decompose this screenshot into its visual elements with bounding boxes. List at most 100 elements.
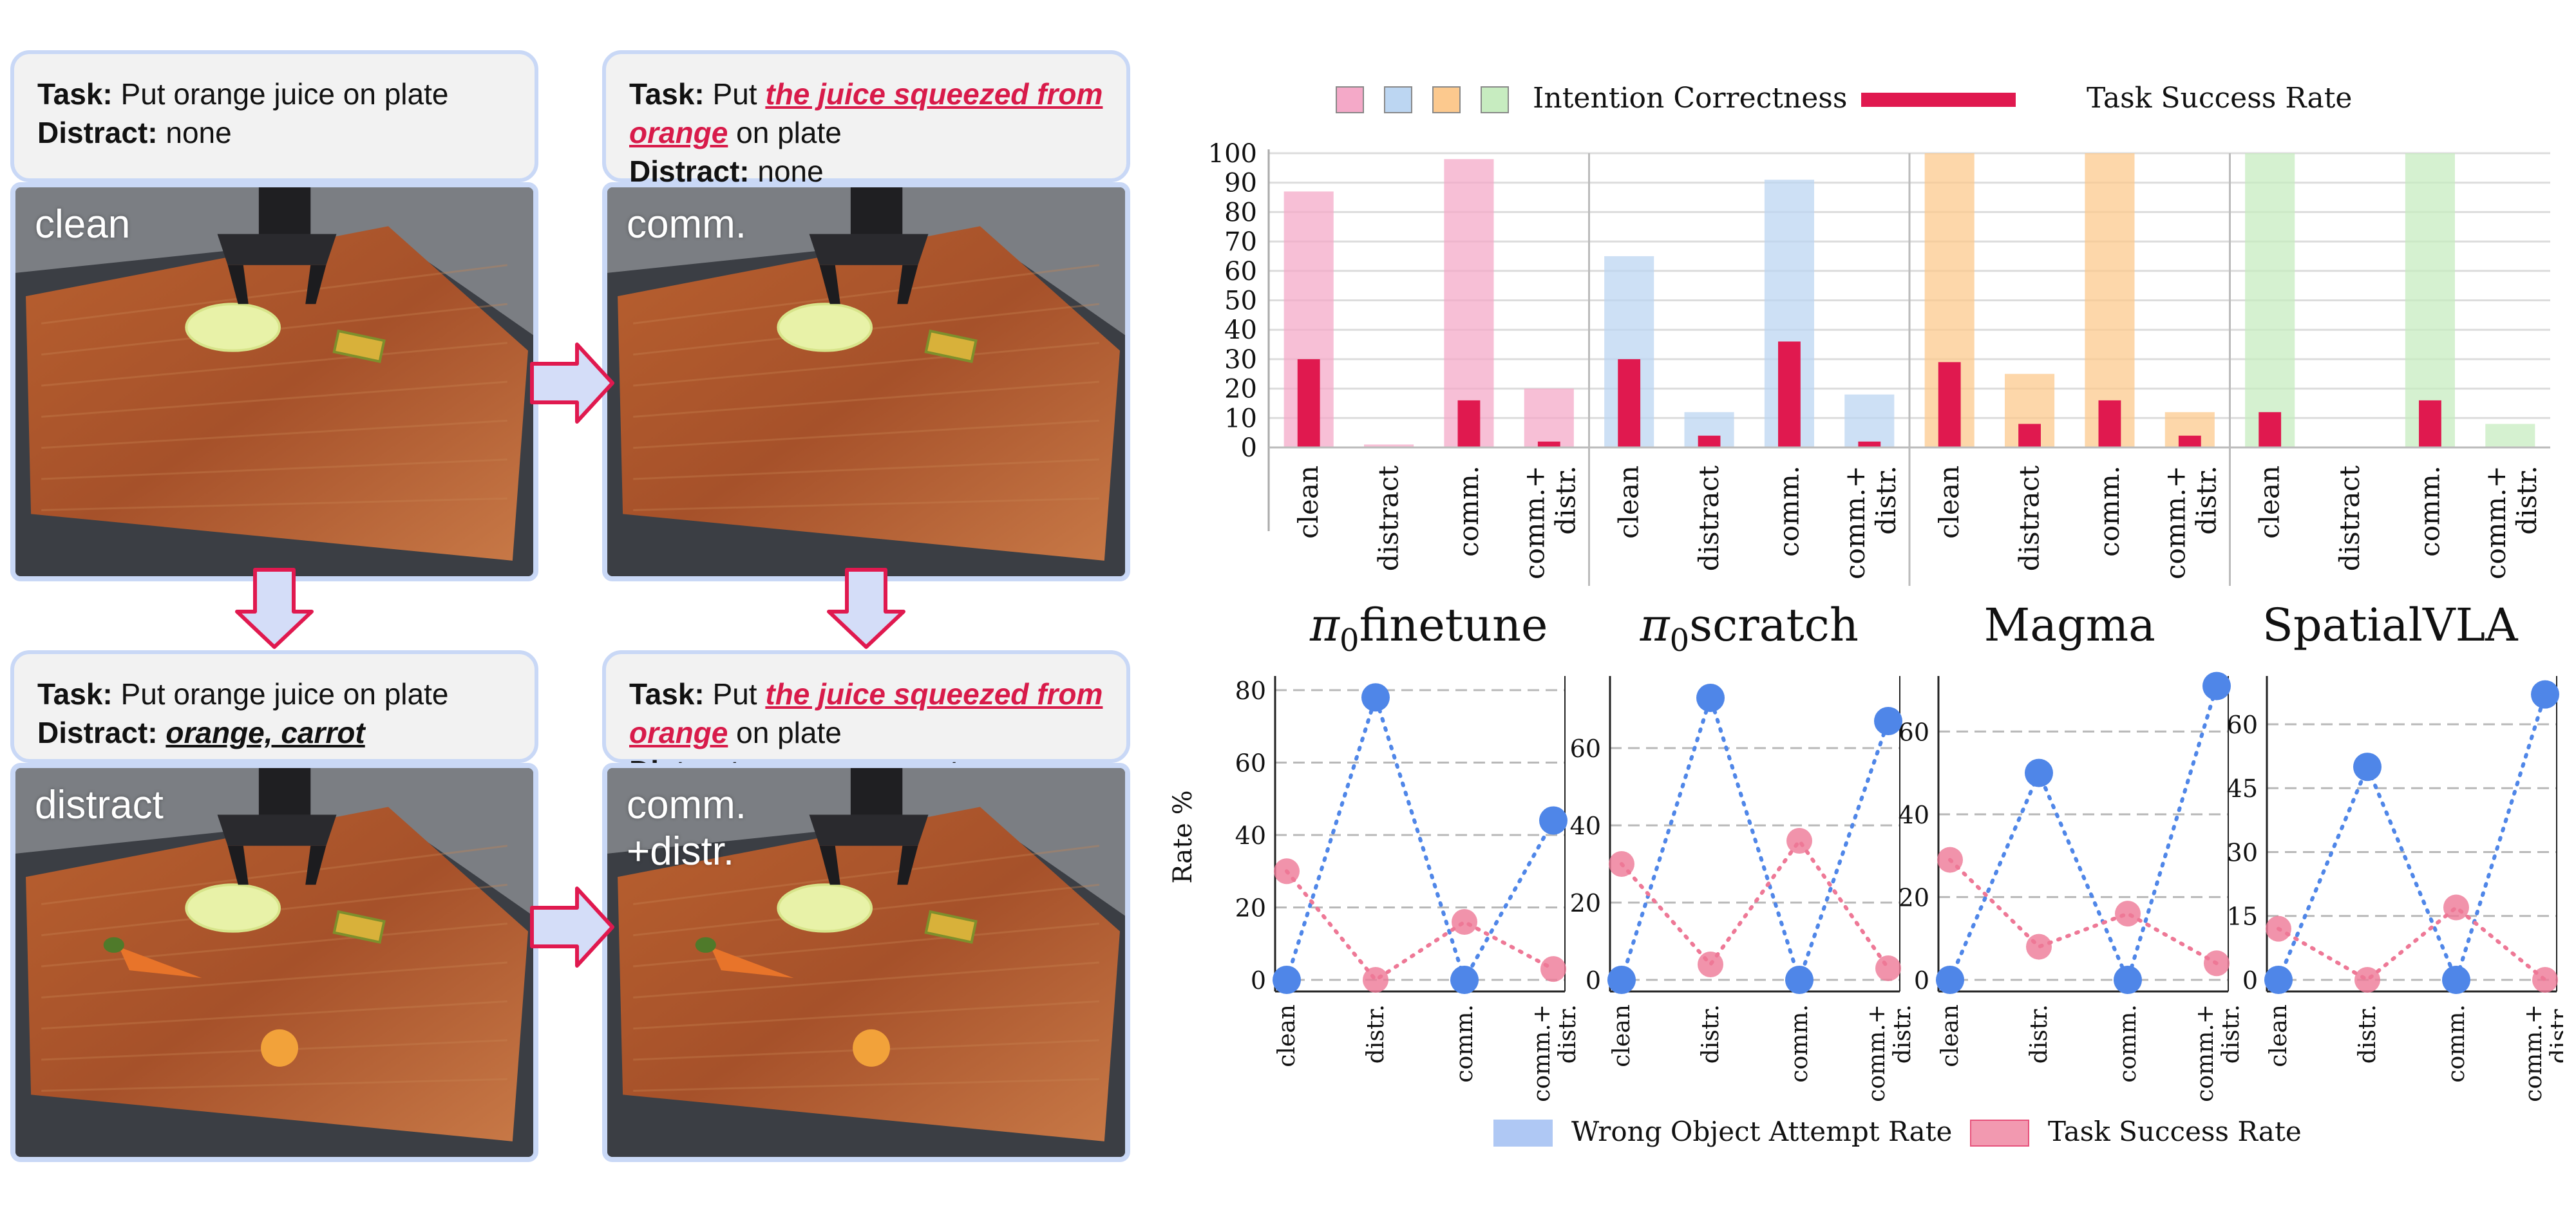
- table-top: [26, 226, 528, 561]
- scene-label: comm. +distr.: [627, 783, 746, 874]
- task-text: Put: [712, 77, 757, 111]
- task-success-point: [2354, 967, 2380, 993]
- juice-box: [332, 329, 386, 364]
- wood-grain: [41, 961, 507, 999]
- table-top: [26, 807, 528, 1141]
- success-bar: [1858, 441, 1881, 447]
- task-success-point: [2532, 967, 2558, 993]
- wrong-object-point: [2264, 966, 2293, 994]
- wrong-object-point: [1696, 684, 1725, 712]
- y-tick-label: 45: [2227, 774, 2258, 803]
- category-tick-label: clean: [2254, 465, 2286, 539]
- success-bar: [2259, 412, 2282, 447]
- task-text-end: on plate: [736, 116, 842, 149]
- category-tick-label: comm.+distr.: [1519, 465, 1581, 579]
- wood-grain: [41, 380, 507, 418]
- legend-swatch: [1432, 86, 1461, 113]
- wood-grain: [633, 264, 1099, 324]
- category-tick-label: clean: [1609, 1004, 1635, 1067]
- bar-chart: Intention Correctness Task Success Rate01…: [1208, 82, 2550, 659]
- carrot-leaves: [103, 937, 124, 953]
- distract-label: Distract:: [37, 716, 158, 749]
- table-top: [618, 807, 1120, 1141]
- wood-grain: [41, 1000, 507, 1030]
- task-success-point: [1875, 955, 1901, 981]
- category-tick-label: clean: [1937, 1004, 1964, 1067]
- wood-grain: [633, 923, 1099, 968]
- carrot-leaves: [695, 937, 716, 953]
- gripper-finger: [819, 845, 840, 885]
- y-tick-label: 0: [1914, 966, 1929, 995]
- category-tick-label: comm.: [2094, 465, 2125, 557]
- scene-image: clean: [10, 182, 538, 581]
- category-tick-label: comm.: [2414, 465, 2445, 557]
- success-bar: [1938, 362, 1961, 447]
- intention-bar: [2485, 424, 2535, 447]
- y-tick-label: 60: [2227, 711, 2258, 739]
- wrong-object-point: [1361, 683, 1390, 712]
- table-top: [618, 226, 1120, 561]
- wrong-object-point: [1785, 966, 1814, 994]
- scene-image: comm. +distr.: [602, 763, 1130, 1162]
- down-arrow: [235, 568, 314, 649]
- legend-swatch: [1481, 86, 1509, 113]
- distract-value: none: [166, 116, 232, 149]
- y-tick-label: 100: [1208, 139, 1257, 169]
- wood-grain: [633, 845, 1099, 905]
- scene-illustration: [607, 768, 1125, 1157]
- group-label: SpatialVLA: [2262, 599, 2519, 652]
- y-tick-label: 40: [1570, 812, 1601, 840]
- right-arrow: [530, 343, 614, 424]
- task-success-point: [1786, 828, 1812, 854]
- gripper-finger: [897, 845, 918, 885]
- category-tick-label: distr.: [1698, 1004, 1724, 1064]
- intention-bar: [2405, 153, 2455, 447]
- robot-arm: [850, 768, 903, 815]
- gripper-finger: [305, 265, 327, 305]
- legend-intention-label: Intention Correctness: [1533, 82, 1847, 115]
- legend-success-label: Task Success Rate: [2087, 82, 2352, 115]
- y-tick-label: 15: [2227, 903, 2258, 931]
- y-tick-label: 90: [1224, 169, 1257, 198]
- task-line: Task: Put the juice squeezed from orange…: [629, 75, 1103, 152]
- wood-grain: [633, 419, 1099, 449]
- task-success-point: [2115, 901, 2141, 927]
- y-tick-label: 50: [1224, 286, 1257, 316]
- right-arrow: [530, 887, 614, 968]
- y-tick-label: 20: [1570, 889, 1601, 917]
- wood-grain: [633, 497, 1099, 511]
- category-tick-label: clean: [1293, 465, 1324, 539]
- plate: [777, 303, 873, 352]
- scene-label: clean: [35, 202, 131, 247]
- gripper-finger: [897, 265, 918, 305]
- category-tick-label: distr.: [2354, 1004, 2381, 1064]
- carrot: [118, 946, 202, 979]
- task-line: Task: Put orange juice on plate: [37, 675, 511, 713]
- success-bar: [1618, 359, 1641, 447]
- orange: [261, 1029, 298, 1067]
- wrong-object-point: [2531, 680, 2559, 709]
- scene-label: comm.: [627, 202, 746, 247]
- y-tick-label: 0: [1241, 433, 1257, 463]
- intention-bar: [1444, 159, 1494, 447]
- legend-swatch: [1336, 86, 1364, 113]
- category-tick-label: distract: [1373, 465, 1405, 571]
- category-tick-label: comm.+distr.: [1839, 465, 1902, 579]
- category-tick-label: comm.: [1773, 465, 1804, 557]
- category-tick-label: comm.+distr.: [2480, 465, 2543, 579]
- y-tick-label: 80: [1224, 198, 1257, 227]
- task-text: Put orange juice on plate: [120, 677, 449, 711]
- y-tick-label: 10: [1224, 404, 1257, 433]
- wrong-object-line: [1948, 684, 2219, 986]
- category-tick-label: clean: [1933, 465, 1965, 539]
- plate: [185, 303, 281, 352]
- success-bar: [2419, 400, 2441, 447]
- y-tick-label: 60: [1235, 749, 1266, 778]
- y-tick-label: 60: [1224, 257, 1257, 286]
- legend-success-swatch: [1970, 1120, 2029, 1147]
- wood-grain: [633, 1000, 1099, 1030]
- carrot: [710, 946, 794, 979]
- category-tick-label: comm.+distr.: [2521, 1004, 2563, 1102]
- arrows-layer: [235, 343, 905, 968]
- category-tick-label: comm.: [2443, 1004, 2470, 1083]
